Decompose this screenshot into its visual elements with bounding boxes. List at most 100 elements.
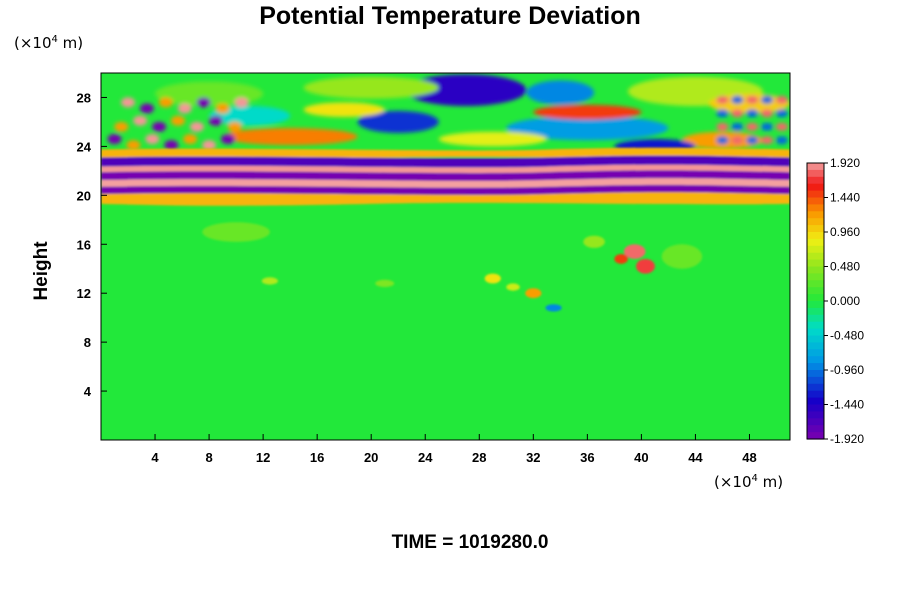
field-blob (222, 128, 358, 146)
field-convection (635, 258, 655, 274)
colorbar-tick-label: -0.960 (830, 363, 864, 377)
colorbar-tick-label: 0.960 (830, 225, 860, 239)
field-wave-cell (731, 95, 744, 104)
field-wave-cell (716, 136, 729, 145)
field-wave-cell (202, 140, 217, 151)
y-tick-label: 4 (84, 384, 92, 399)
y-axis-unit: (×104 m) (14, 34, 84, 52)
field-wave-cell (164, 140, 179, 151)
field-wave-cell (761, 122, 774, 131)
field-wave-cell (775, 95, 788, 104)
colorbar-swatch (807, 252, 824, 261)
field-wave-cell (731, 122, 744, 131)
field-blob (533, 104, 642, 120)
y-axis-ticks: 4 8 12 16 20 24 28 (77, 90, 107, 399)
colorbar-swatch (807, 411, 824, 419)
field-convection (484, 273, 501, 284)
field-convection (202, 222, 270, 242)
x-tick-label: 8 (205, 450, 212, 465)
colorbar-tick-label: 1.920 (830, 156, 860, 170)
field-wave-cell (177, 103, 192, 114)
colorbar-tick-label: -0.480 (830, 329, 864, 343)
colorbar-swatch (807, 163, 824, 171)
field-wave-cell (227, 121, 242, 132)
field-wave-cell (775, 122, 788, 131)
chart-title: Potential Temperature Deviation (259, 2, 641, 30)
x-tick-label: 28 (472, 450, 486, 465)
colorbar-swatch (807, 280, 824, 288)
colorbar-swatch (807, 328, 824, 337)
field-wave-cell (196, 97, 211, 108)
colorbar-swatch (807, 232, 824, 240)
colorbar-swatch (807, 383, 824, 392)
field-wave-cell (731, 109, 744, 118)
field-blob (209, 106, 291, 126)
y-tick-label: 20 (77, 188, 91, 203)
x-axis-unit: (×104 m) (714, 473, 784, 491)
colorbar: 1.920 1.440 0.960 0.480 0.000 -0.480 -0.960 -1.… (806, 156, 864, 446)
field-wave-cell (746, 136, 759, 145)
field-convection (375, 279, 395, 288)
field-wave-cell (220, 134, 235, 145)
x-tick-label: 32 (526, 450, 540, 465)
field-convection (614, 254, 628, 264)
field-wave-cell (215, 103, 230, 114)
colorbar-swatch (807, 370, 824, 378)
colorbar-swatch (807, 307, 824, 316)
plot-frame (100, 72, 791, 441)
colorbar-swatch (807, 245, 824, 254)
colorbar-tick-label: 0.480 (830, 260, 860, 274)
colorbar-tick-label: -1.440 (830, 398, 864, 412)
field-convection (506, 283, 520, 291)
colorbar-swatch (807, 314, 824, 323)
field-wave-cell (746, 122, 759, 131)
x-tick-label: 40 (634, 450, 648, 465)
field-wave-cell (189, 121, 204, 132)
field-wave-cell (107, 134, 122, 145)
y-tick-label: 28 (77, 90, 91, 105)
colorbar-swatch (807, 176, 824, 185)
field-wave-cell (731, 136, 744, 145)
field-wave-cell (746, 95, 759, 104)
field-convection (583, 235, 605, 248)
field-wave-cell (716, 122, 729, 131)
colorbar-swatch (807, 273, 824, 281)
colorbar-swatch (807, 425, 824, 433)
field-wave-cell (171, 115, 186, 126)
field-wave-cell (145, 134, 160, 145)
field-blob (526, 80, 595, 105)
field-wave-cell (121, 97, 136, 108)
colorbar-swatch (807, 404, 824, 412)
field-convection (661, 244, 703, 269)
colorbar-swatch (807, 294, 824, 302)
field-wave-cell (761, 95, 774, 104)
field-wave-cell (775, 136, 788, 145)
colorbar-swatch (807, 266, 824, 274)
field-smooth-layer (101, 74, 790, 169)
field-wave-cell (761, 109, 774, 118)
colorbar-swatch (807, 190, 824, 199)
x-tick-label: 24 (418, 450, 433, 465)
colorbar-swatch (807, 238, 824, 247)
x-tick-label: 16 (310, 450, 324, 465)
colorbar-swatch (807, 321, 824, 330)
y-tick-label: 8 (84, 335, 91, 350)
colorbar-swatch (807, 376, 824, 385)
x-tick-label: 36 (580, 450, 594, 465)
field-wave-cell (126, 140, 141, 151)
field-wave-cell (139, 103, 154, 114)
field-wave-cell (183, 134, 198, 145)
colorbar-swatch (807, 301, 824, 309)
x-axis-ticks: 4 8 12 16 20 24 28 32 36 40 44 48 (151, 434, 757, 465)
colorbar-swatch (807, 197, 824, 205)
field-wave-cell (761, 136, 774, 145)
field-wave-cell (114, 121, 129, 132)
field-wave-cell (746, 109, 759, 118)
field-blob (438, 131, 547, 147)
x-tick-label: 20 (364, 450, 378, 465)
colorbar-swatch (807, 335, 824, 343)
field-wave-cell (716, 95, 729, 104)
field-band (101, 192, 790, 206)
colorbar-swatch (807, 183, 824, 192)
